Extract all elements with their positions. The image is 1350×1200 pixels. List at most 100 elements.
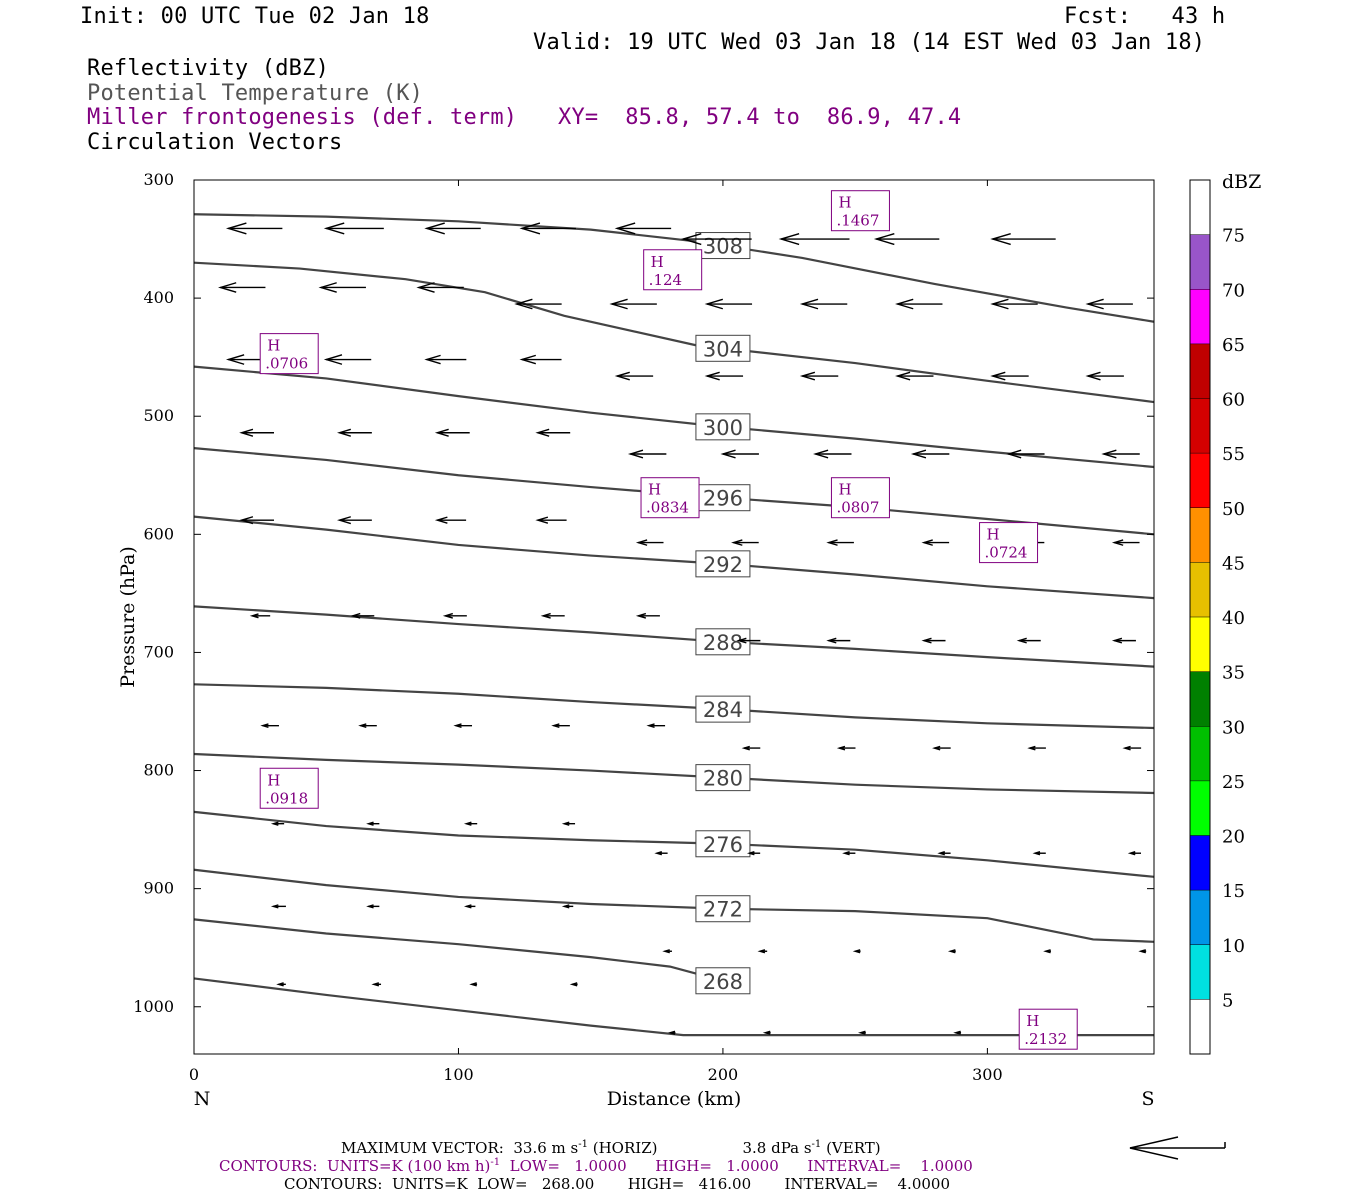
frontogenesis-max-box [1018,1008,1078,1050]
theta-contour-line [193,365,1155,469]
frontogenesis-max-box [259,333,319,375]
colorbar-level-label: 60 [1222,390,1245,411]
vector-head [858,1030,866,1035]
frontogenesis-max-box [979,522,1039,564]
contour-label: 304 [703,337,743,361]
theta-contour-line [193,868,1155,943]
colorbar-segment [1190,671,1210,727]
y-tick-label: 400 [143,288,174,307]
frontogenesis-contour-units: CONTOURS: UNITS=K (100 km h) [219,1157,491,1175]
contour-label: 272 [703,898,743,922]
frontogenesis-max-box [643,249,703,291]
frontogenesis-max-value: .2132 [1024,1030,1067,1048]
vector-head [704,298,724,310]
frontogenesis-max-symbol: H [267,771,280,789]
contour-label-box [695,764,751,792]
field-potential-temperature: Potential Temperature (K) [87,81,424,106]
frontogenesis-max-value: .0807 [836,499,879,517]
vector-head [1127,851,1136,856]
max-vector-horiz-exponent: -1 [578,1139,588,1150]
theta-contour-line [193,977,1154,1037]
colorbar-level-label: 50 [1222,499,1245,520]
vector-head [741,745,750,751]
contour-label-box [695,413,751,441]
vector-head [842,851,850,856]
vector-head [1032,851,1041,856]
colorbar-level-label: 75 [1222,226,1245,247]
vector-head [895,298,914,310]
field-frontogenesis: Miller frontogenesis (def. term) [87,105,518,130]
vector-head [1085,298,1104,310]
vector-head [731,539,743,546]
theta-contour-line [193,261,1155,404]
vector-head [1016,637,1027,644]
contour-label: 296 [703,487,743,511]
y-tick-label: 600 [143,524,174,543]
frontogenesis-max-box [259,767,319,809]
vector-head [366,821,374,826]
vector-head [1138,949,1146,954]
frontogenesis-max-symbol: H [648,481,661,499]
vector-head [895,371,911,381]
vector-head [337,516,351,525]
max-vector-vert-value: 3.8 dPa s [742,1139,812,1157]
y-tick-label: 500 [143,406,174,425]
vector-head [1043,949,1051,954]
vector-head [762,1030,771,1035]
vector-head [350,612,361,619]
colorbar-segment [1190,617,1210,672]
colorbar-level-label: 55 [1222,444,1245,465]
vector-head [561,821,570,826]
vector-head [1111,637,1123,644]
colorbar-segment [1190,835,1210,891]
contour-label-box [695,484,751,512]
vector-head [225,222,247,235]
vector-head [239,516,254,525]
vector-head [337,428,351,437]
vector-head [424,354,441,365]
vector-head [551,723,560,729]
colorbar-segment [1190,726,1210,781]
vector-head [1085,371,1101,381]
y-tick-label: 900 [143,879,174,898]
vector-head [746,851,755,856]
vector-head [910,449,927,459]
vector-head [569,982,578,987]
vector-head [921,637,932,644]
x-right-label: S [1141,1088,1154,1110]
colorbar-segment [1190,343,1210,399]
colorbar-segment [1190,180,1210,235]
frontogenesis-maxima: H.1467H.124H.0706H.0834H.0807H.0724H.091… [259,190,1078,1050]
colorbar-level-label: 45 [1222,553,1245,574]
vector-head [813,449,829,459]
forecast-hour: Fcst: 43 h [1064,4,1226,29]
valid-time: Valid: 19 UTC Wed 03 Jan 18 (14 EST Wed … [533,30,1206,55]
colorbar-segment [1190,398,1210,454]
vector-head [519,354,536,365]
theta-contour-line [193,752,1155,795]
vector-head [519,222,541,235]
vector-head [1101,449,1117,459]
vector-head [852,949,861,954]
vector-head [270,904,279,909]
colorbar-level-label: 5 [1222,990,1233,1011]
contour-label: 288 [703,631,743,655]
vector-head [990,298,1009,310]
vector-head [1006,449,1022,459]
colorbar-segment [1190,562,1210,617]
vector-head [239,428,254,437]
max-vector-info: MAXIMUM VECTOR: 33.6 m s-1 (HORIZ) 3.8 dP… [341,1139,881,1157]
vector-head [249,613,259,619]
vector-head [953,1030,961,1035]
vector-head [990,371,1006,381]
axes: 0 100 200 300 300 400 500 600 700 800 900 1000 [133,170,1154,1084]
frontogenesis-max-symbol: H [838,194,851,212]
theta-contour-line [193,810,1155,878]
vector-head [434,428,449,437]
vector-head [654,851,663,856]
vector-head [1111,539,1124,546]
vector-head [799,298,819,310]
colorbar-segment [1190,780,1210,836]
colorbar-level-label: 25 [1222,772,1245,793]
colorbar-segment [1190,453,1210,508]
